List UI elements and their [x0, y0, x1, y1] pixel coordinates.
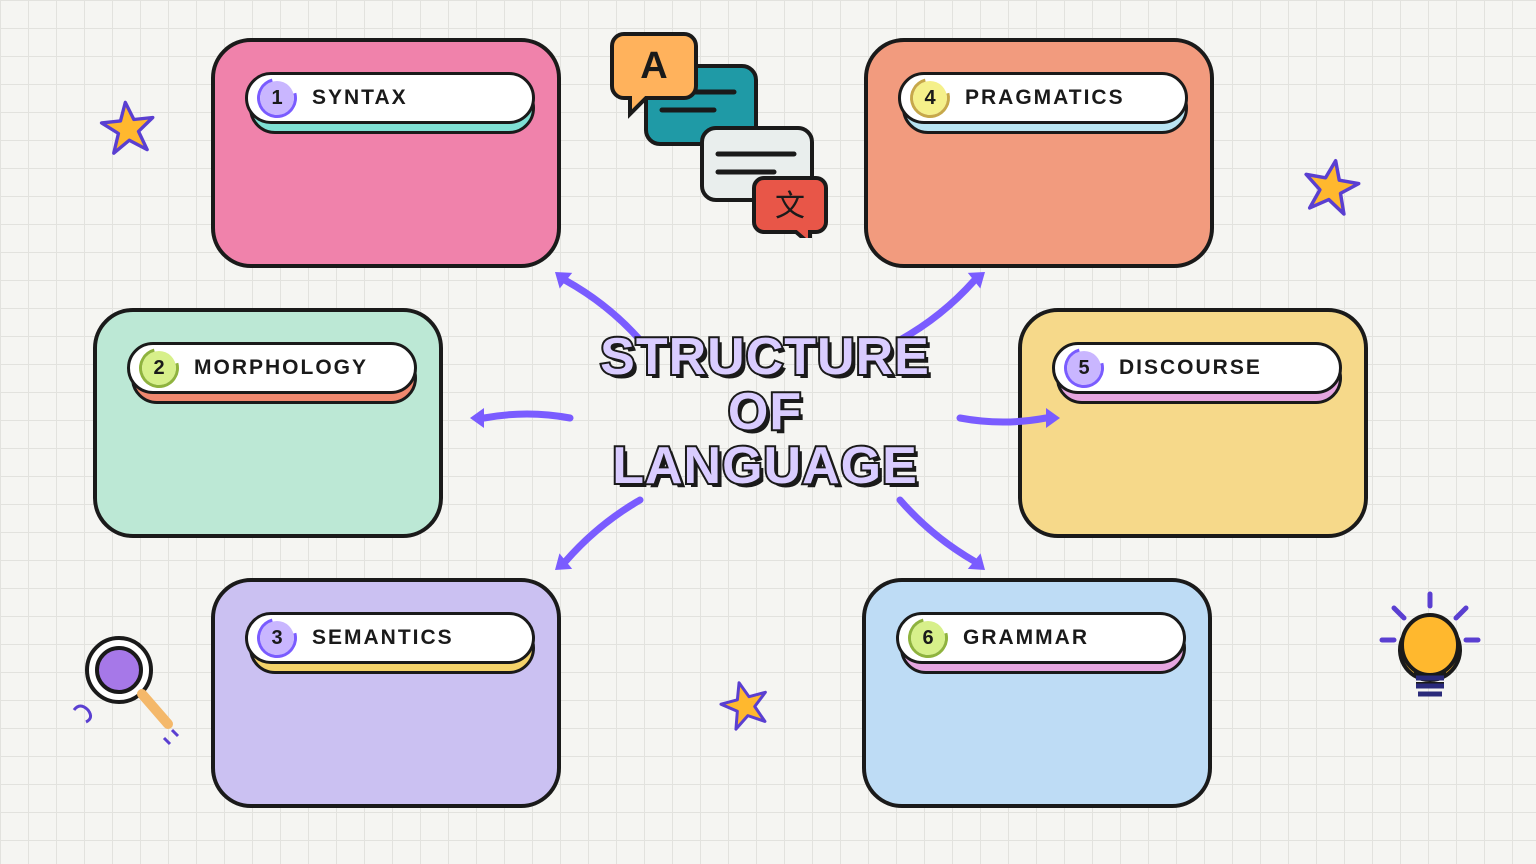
- number-badge: 6: [911, 621, 945, 655]
- number-badge: 2: [142, 351, 176, 385]
- magnifier-icon: [64, 620, 184, 765]
- card-label: GRAMMAR: [963, 626, 1089, 650]
- pill: 2 MORPHOLOGY: [127, 342, 417, 394]
- pill: 3 SEMANTICS: [245, 612, 535, 664]
- pill-wrap: 2 MORPHOLOGY: [127, 342, 417, 404]
- number: 3: [271, 627, 282, 650]
- number-badge: 5: [1067, 351, 1101, 385]
- card-pragmatics: 4 PRAGMATICS: [864, 38, 1214, 268]
- number: 4: [924, 87, 935, 110]
- card-label: DISCOURSE: [1119, 356, 1262, 380]
- card-label: SYNTAX: [312, 86, 408, 110]
- number: 6: [922, 627, 933, 650]
- star-icon: [100, 100, 156, 161]
- number: 5: [1078, 357, 1089, 380]
- pill-wrap: 3 SEMANTICS: [245, 612, 535, 674]
- number-badge: 3: [260, 621, 294, 655]
- card-label: MORPHOLOGY: [194, 356, 368, 380]
- card-semantics: 3 SEMANTICS: [211, 578, 561, 808]
- pill-wrap: 1 SYNTAX: [245, 72, 535, 134]
- card-grammar: 6 GRAMMAR: [862, 578, 1212, 808]
- star-icon: [1302, 158, 1360, 221]
- card-label: PRAGMATICS: [965, 86, 1125, 110]
- number: 1: [271, 87, 282, 110]
- pill: 5 DISCOURSE: [1052, 342, 1342, 394]
- pill-wrap: 6 GRAMMAR: [896, 612, 1186, 674]
- pill: 6 GRAMMAR: [896, 612, 1186, 664]
- title-line-2: OF: [728, 383, 802, 441]
- pill-wrap: 4 PRAGMATICS: [898, 72, 1188, 134]
- card-discourse: 5 DISCOURSE: [1018, 308, 1368, 538]
- svg-text:文: 文: [775, 190, 805, 223]
- number-badge: 4: [913, 81, 947, 115]
- pill: 1 SYNTAX: [245, 72, 535, 124]
- card-morphology: 2 MORPHOLOGY: [93, 308, 443, 538]
- svg-text:A: A: [640, 45, 667, 87]
- number-badge: 1: [260, 81, 294, 115]
- title-line-1: STRUCTURE: [600, 328, 930, 386]
- card-syntax: 1 SYNTAX: [211, 38, 561, 268]
- number: 2: [153, 357, 164, 380]
- lightbulb-icon: [1370, 590, 1490, 735]
- title-line-3: LANGUAGE: [612, 437, 918, 495]
- pill-wrap: 5 DISCOURSE: [1052, 342, 1342, 404]
- speech-bubbles-icon: A 文: [604, 28, 834, 243]
- star-icon: [720, 680, 770, 735]
- pill: 4 PRAGMATICS: [898, 72, 1188, 124]
- center-title: STRUCTURE OF LANGUAGE: [560, 330, 970, 494]
- card-label: SEMANTICS: [312, 626, 454, 650]
